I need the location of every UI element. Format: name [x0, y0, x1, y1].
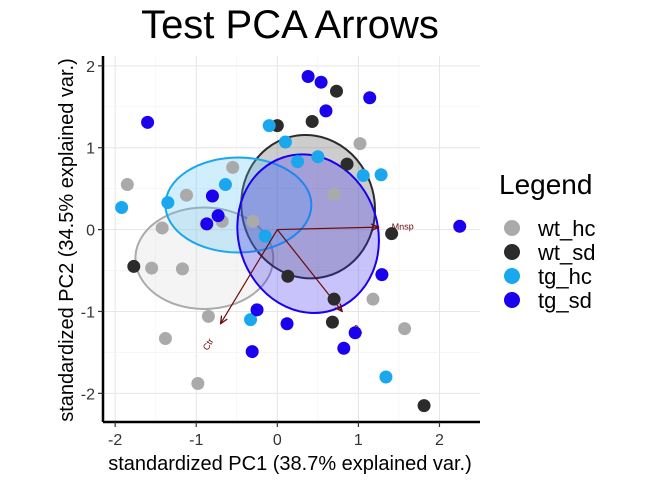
point-wt-sd [305, 115, 319, 129]
legend-key-tg-sd [504, 292, 520, 308]
y-tick-label: -1 [81, 304, 95, 321]
point-wt-sd [385, 227, 399, 241]
loading-arrow-mnsp [277, 227, 378, 229]
point-tg-hc [161, 196, 175, 210]
legend-label-wt-hc: wt_hc [537, 216, 595, 241]
ellipse-wt-hc [134, 206, 275, 311]
point-wt-sd [417, 399, 431, 413]
point-tg-hc [374, 168, 388, 182]
y-tick-label: -2 [81, 386, 95, 403]
point-tg-hc [278, 135, 292, 149]
point-tg-sd [301, 69, 315, 83]
point-wt-hc [366, 292, 380, 306]
point-wt-hc [175, 262, 189, 276]
point-wt-hc [145, 261, 159, 275]
x-axis-title: standardized PC1 (38.7% explained var.) [108, 453, 472, 475]
legend-label-tg-hc: tg_hc [538, 264, 592, 289]
point-tg-hc [244, 313, 258, 327]
point-wt-hc [180, 188, 194, 202]
point-tg-hc [258, 229, 272, 243]
point-wt-hc [246, 214, 260, 228]
point-tg-hc [356, 169, 370, 183]
x-tick-label: 1 [354, 432, 363, 449]
point-tg-sd [205, 189, 219, 203]
point-wt-sd [127, 259, 141, 273]
point-wt-hc [155, 221, 169, 235]
point-wt-hc [398, 322, 412, 336]
point-tg-sd [337, 341, 351, 355]
point-tg-sd [314, 75, 328, 89]
legend-key-wt-hc [504, 220, 520, 236]
loading-label-mnsp: Mnsp [392, 221, 414, 232]
point-tg-hc [311, 150, 325, 164]
point-wt-sd [329, 84, 343, 98]
x-tick-label: -2 [108, 432, 122, 449]
legend-title: Legend [499, 169, 592, 200]
point-tg-sd [211, 209, 225, 223]
y-tick-label: 2 [86, 59, 95, 76]
legend-key-tg-hc [504, 268, 520, 284]
point-tg-sd [245, 345, 259, 359]
point-tg-sd [141, 115, 155, 129]
point-tg-sd [280, 317, 294, 331]
loading-label-ctr: Ctr [201, 337, 216, 352]
point-wt-hc [191, 377, 205, 391]
x-tick-label: -1 [189, 432, 203, 449]
point-wt-sd [281, 269, 295, 283]
point-tg-sd [319, 104, 333, 118]
chart-title: Test PCA Arrows [141, 3, 439, 47]
y-axis-title: standardized PC2 (34.5% explained var.) [56, 58, 78, 422]
point-layer [115, 69, 467, 413]
plot-area: MnspCtrSrt [103, 56, 480, 422]
point-tg-sd [250, 303, 264, 317]
point-tg-sd [200, 217, 214, 231]
point-wt-hc [158, 331, 172, 345]
axis-ticks: -2 -1 0 1 2 -2 -1 0 1 2 [81, 59, 444, 449]
point-wt-sd [340, 157, 354, 171]
legend-label-tg-sd: tg_sd [538, 288, 592, 313]
point-tg-sd [453, 219, 467, 233]
point-wt-hc [327, 187, 341, 201]
point-wt-hc [201, 309, 215, 323]
point-tg-hc [291, 155, 305, 169]
point-tg-sd [375, 268, 389, 282]
point-tg-sd [363, 91, 377, 105]
y-tick-label: 1 [86, 141, 95, 158]
x-tick-label: 2 [435, 432, 444, 449]
point-wt-sd [325, 315, 339, 329]
legend-label-wt-sd: wt_sd [537, 240, 595, 265]
x-tick-label: 0 [273, 432, 282, 449]
point-tg-hc [379, 370, 393, 384]
point-wt-hc [353, 137, 367, 151]
point-wt-hc [120, 178, 134, 192]
point-tg-hc [218, 178, 232, 192]
point-tg-hc [115, 200, 129, 214]
legend-key-wt-sd [504, 244, 520, 260]
point-tg-sd [348, 326, 362, 340]
y-tick-label: 0 [86, 223, 95, 240]
ellipse-layer [134, 133, 380, 314]
loading-arrow-ctr [221, 229, 278, 324]
point-wt-hc [226, 160, 240, 174]
point-wt-sd [327, 292, 341, 306]
ellipse-tg-sd [236, 153, 380, 314]
point-tg-hc [262, 119, 276, 133]
